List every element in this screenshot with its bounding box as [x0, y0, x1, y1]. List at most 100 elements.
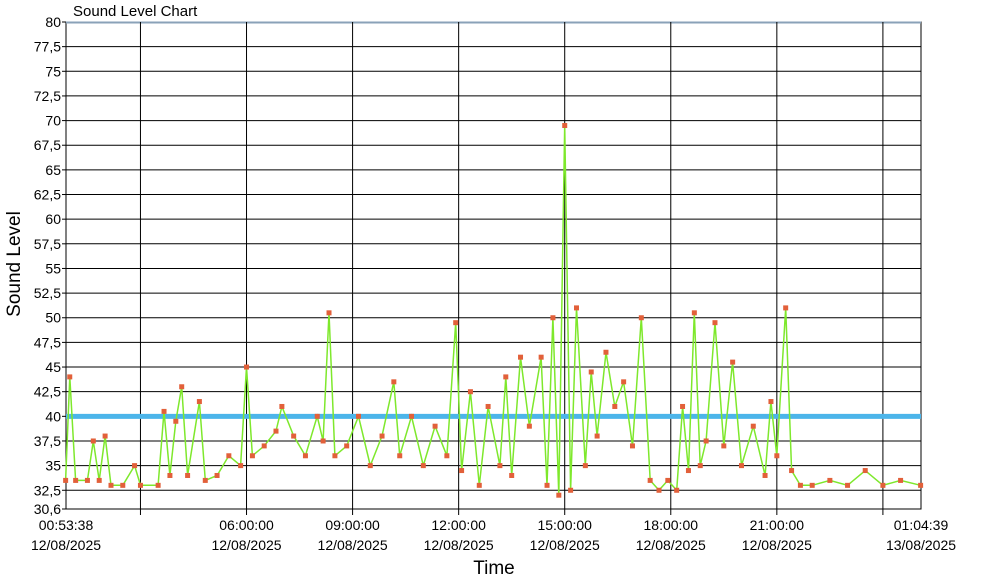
data-point — [173, 418, 179, 424]
data-point — [96, 477, 102, 483]
data-point — [603, 349, 609, 355]
y-tick-label: 42,5 — [34, 384, 61, 400]
data-point — [845, 482, 851, 488]
data-point — [762, 472, 768, 478]
y-axis-label: Sound Level — [4, 211, 25, 317]
x-tick-date: 13/08/2025 — [886, 537, 956, 553]
data-point — [629, 443, 635, 449]
data-point — [214, 472, 220, 478]
data-point — [738, 463, 744, 469]
y-tick-label: 65 — [45, 162, 61, 178]
data-point — [137, 482, 143, 488]
data-point — [332, 453, 338, 459]
y-tick-label: 40 — [45, 408, 61, 424]
data-point — [397, 453, 403, 459]
x-tick-time: 09:00:00 — [325, 517, 380, 533]
y-axis-ticks: 80 77,5 75 72,5 70 67,5 65 62,5 60 57,5 55 52,5 50 47… — [34, 14, 66, 517]
data-point — [862, 468, 868, 474]
y-tick-label: 37,5 — [34, 433, 61, 449]
data-point — [161, 408, 167, 414]
x-tick-time: 15:00:00 — [537, 517, 592, 533]
y-tick-label: 72,5 — [34, 88, 61, 104]
x-tick-date: 12/08/2025 — [211, 537, 281, 553]
y-tick-label: 80 — [45, 14, 61, 30]
data-point — [656, 487, 662, 493]
data-point — [783, 305, 789, 311]
data-point — [326, 310, 332, 316]
data-point — [550, 315, 556, 321]
data-point — [898, 477, 904, 483]
data-point — [202, 477, 208, 483]
x-tick-time: 01:04:39 — [894, 517, 949, 533]
data-point — [344, 443, 350, 449]
data-point — [467, 389, 473, 395]
data-point — [444, 453, 450, 459]
vertical-gridlines — [139, 22, 884, 515]
data-point — [291, 433, 297, 439]
data-point — [238, 463, 244, 469]
sound-level-series-markers — [63, 123, 924, 498]
data-point — [712, 320, 718, 326]
data-point — [674, 487, 680, 493]
data-point — [647, 477, 653, 483]
x-axis-ticks: 00:53:38 12/08/2025 06:00:00 12/08/2025 09:0… — [31, 517, 956, 553]
y-tick-label: 50 — [45, 310, 61, 326]
data-point — [179, 384, 185, 390]
y-tick-label: 32,5 — [34, 482, 61, 498]
data-point — [261, 443, 267, 449]
x-tick-time: 06:00:00 — [219, 517, 274, 533]
data-point — [273, 428, 279, 434]
x-axis-label: Time — [473, 558, 515, 579]
data-point — [526, 423, 532, 429]
data-point — [476, 482, 482, 488]
data-point — [108, 482, 114, 488]
y-tick-label: 60 — [45, 211, 61, 227]
data-point — [503, 374, 509, 380]
data-point — [774, 453, 780, 459]
data-point — [355, 413, 361, 419]
data-point — [612, 403, 618, 409]
y-tick-label: 45 — [45, 359, 61, 375]
x-tick-date: 12/08/2025 — [31, 537, 101, 553]
x-tick-time: 12:00:00 — [431, 517, 486, 533]
data-point — [73, 477, 79, 483]
data-point — [155, 482, 161, 488]
data-point — [665, 477, 671, 483]
data-point — [249, 453, 255, 459]
x-tick-date: 12/08/2025 — [742, 537, 812, 553]
data-point — [768, 399, 774, 405]
data-point — [320, 438, 326, 444]
data-point — [730, 359, 736, 365]
y-tick-label: 57,5 — [34, 236, 61, 252]
data-point — [685, 468, 691, 474]
data-point — [120, 482, 126, 488]
horizontal-gridlines — [66, 46, 921, 491]
data-point — [573, 305, 579, 311]
data-point — [185, 472, 191, 478]
data-point — [703, 438, 709, 444]
data-point — [562, 123, 568, 129]
x-tick-date: 12/08/2025 — [636, 537, 706, 553]
data-point — [594, 433, 600, 439]
data-point — [750, 423, 756, 429]
data-point — [90, 438, 96, 444]
data-point — [102, 433, 108, 439]
data-point — [67, 374, 73, 380]
data-point — [63, 477, 69, 483]
data-point — [538, 354, 544, 360]
y-tick-label: 77,5 — [34, 39, 61, 55]
data-point — [697, 463, 703, 469]
data-point — [721, 443, 727, 449]
data-point — [196, 399, 202, 405]
data-point — [409, 413, 415, 419]
data-point — [391, 379, 397, 385]
y-tick-label: 67,5 — [34, 137, 61, 153]
data-point — [459, 468, 465, 474]
data-point — [302, 453, 308, 459]
y-tick-label: 62,5 — [34, 187, 61, 203]
data-point — [132, 463, 138, 469]
data-point — [226, 453, 232, 459]
data-point — [367, 463, 373, 469]
data-point — [453, 320, 459, 326]
